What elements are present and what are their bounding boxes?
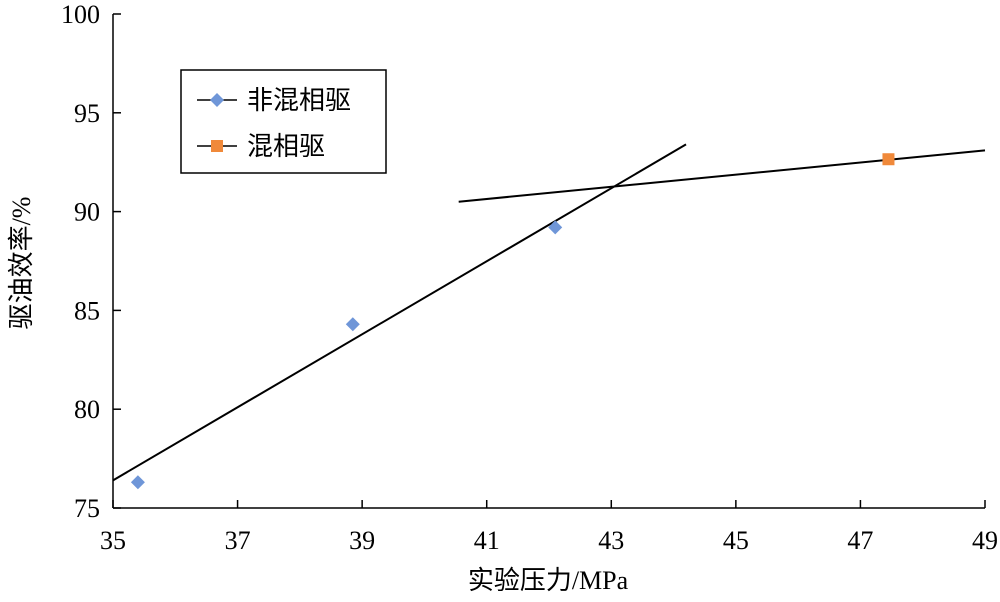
x-tick-label: 45 (723, 526, 749, 555)
data-point-square (882, 153, 895, 166)
trend-line (112, 143, 687, 482)
data-points (130, 153, 895, 490)
x-tick-label: 43 (598, 526, 624, 555)
legend-label: 非混相驱 (247, 86, 351, 115)
legend-marker (211, 140, 223, 152)
x-tick-label: 47 (847, 526, 873, 555)
legend-marker (210, 93, 224, 107)
x-axis-label: 实验压力/MPa (468, 566, 629, 595)
data-point-diamond (130, 475, 145, 490)
data-point-diamond (548, 220, 563, 235)
y-tick-label: 75 (74, 494, 100, 523)
y-axis-label: 驱油效率/% (7, 197, 36, 330)
x-tick-label: 35 (100, 526, 126, 555)
y-tick-label: 85 (74, 296, 100, 325)
axes: 75 80 85 90 95 100 35 37 39 41 43 45 47 49 (61, 0, 998, 555)
y-tick-label: 80 (74, 395, 100, 424)
y-tick-label: 90 (74, 198, 100, 227)
legend-label: 混相驱 (247, 132, 325, 161)
x-tick-label: 49 (972, 526, 998, 555)
y-tick-label: 100 (61, 0, 100, 29)
legend-box (180, 69, 387, 174)
x-tick-label: 39 (349, 526, 375, 555)
y-tick-label: 95 (74, 99, 100, 128)
x-tick-label: 37 (225, 526, 251, 555)
data-point-diamond (345, 317, 360, 332)
trend-line (458, 149, 986, 203)
trend-lines (112, 143, 986, 482)
x-tick-label: 41 (474, 526, 500, 555)
